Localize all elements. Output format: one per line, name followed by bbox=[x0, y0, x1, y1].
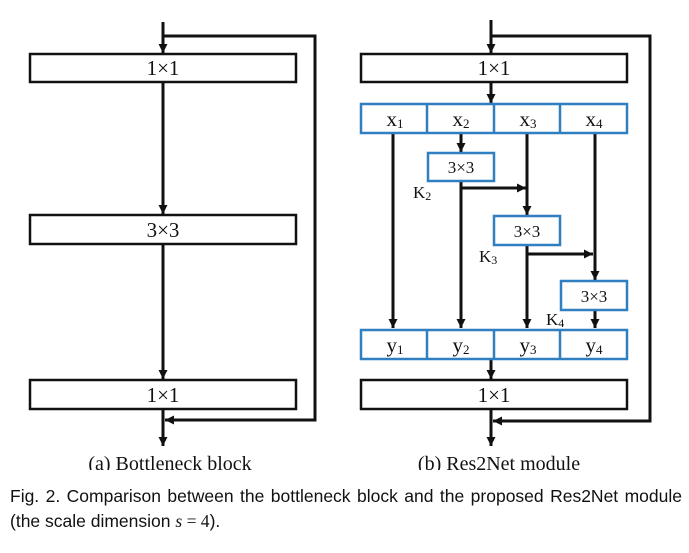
output-y2: y2 bbox=[453, 333, 470, 357]
r2-conv-k4-label: 3×3 bbox=[581, 287, 608, 306]
bn-conv-mid-label: 3×3 bbox=[147, 218, 180, 242]
r2-conv-k3-label: 3×3 bbox=[514, 222, 541, 241]
bottleneck-block: 1×1 3×3 1×1 (a) Bottleneck block bbox=[28, 22, 317, 470]
split-x4: x4 bbox=[586, 107, 604, 131]
r2-conv-bottom-label: 1×1 bbox=[478, 383, 511, 407]
r2-split-row: x1 x2 x3 x4 bbox=[359, 102, 629, 135]
bn-conv-bottom: 1×1 bbox=[28, 378, 298, 411]
r2-conv-top-label: 1×1 bbox=[478, 56, 511, 80]
r2-output-row: y1 y2 y3 y4 bbox=[359, 328, 629, 361]
r2-conv-k3: 3×3 bbox=[492, 214, 562, 247]
r2-conv-k2-label: 3×3 bbox=[448, 158, 475, 177]
r2-conv-top: 1×1 bbox=[359, 52, 629, 84]
bn-conv-mid: 3×3 bbox=[28, 213, 298, 246]
r2-subcaption: (b) Res2Net module bbox=[418, 453, 580, 470]
r2-conv-k2: 3×3 bbox=[426, 151, 496, 183]
split-x3: x3 bbox=[520, 107, 537, 131]
bn-conv-top-label: 1×1 bbox=[147, 56, 180, 80]
bn-conv-bottom-label: 1×1 bbox=[147, 383, 180, 407]
r2-skip-connection bbox=[491, 34, 652, 426]
bn-subcaption: (a) Bottleneck block bbox=[88, 453, 251, 470]
output-y1: y1 bbox=[387, 333, 404, 357]
output-y3: y3 bbox=[520, 333, 537, 357]
figure-caption: Fig. 2. Comparison between the bottlenec… bbox=[10, 486, 682, 531]
bn-conv-top: 1×1 bbox=[28, 52, 298, 84]
k4-label: K4 bbox=[546, 310, 564, 330]
bn-skip-connection bbox=[163, 34, 317, 425]
r2-conv-bottom: 1×1 bbox=[359, 378, 629, 411]
output-y4: y4 bbox=[586, 333, 604, 357]
res2net-module: 1×1 x1 x2 x3 x4 3×3 3×3 3×3 K2 K3 bbox=[359, 20, 652, 470]
split-x2: x2 bbox=[453, 107, 470, 131]
figure: 1×1 3×3 1×1 (a) Bottleneck block bbox=[28, 20, 652, 470]
k2-label: K2 bbox=[413, 183, 431, 203]
r2-conv-k4: 3×3 bbox=[559, 279, 629, 312]
k3-label: K3 bbox=[479, 247, 497, 267]
split-x1: x1 bbox=[387, 107, 404, 131]
